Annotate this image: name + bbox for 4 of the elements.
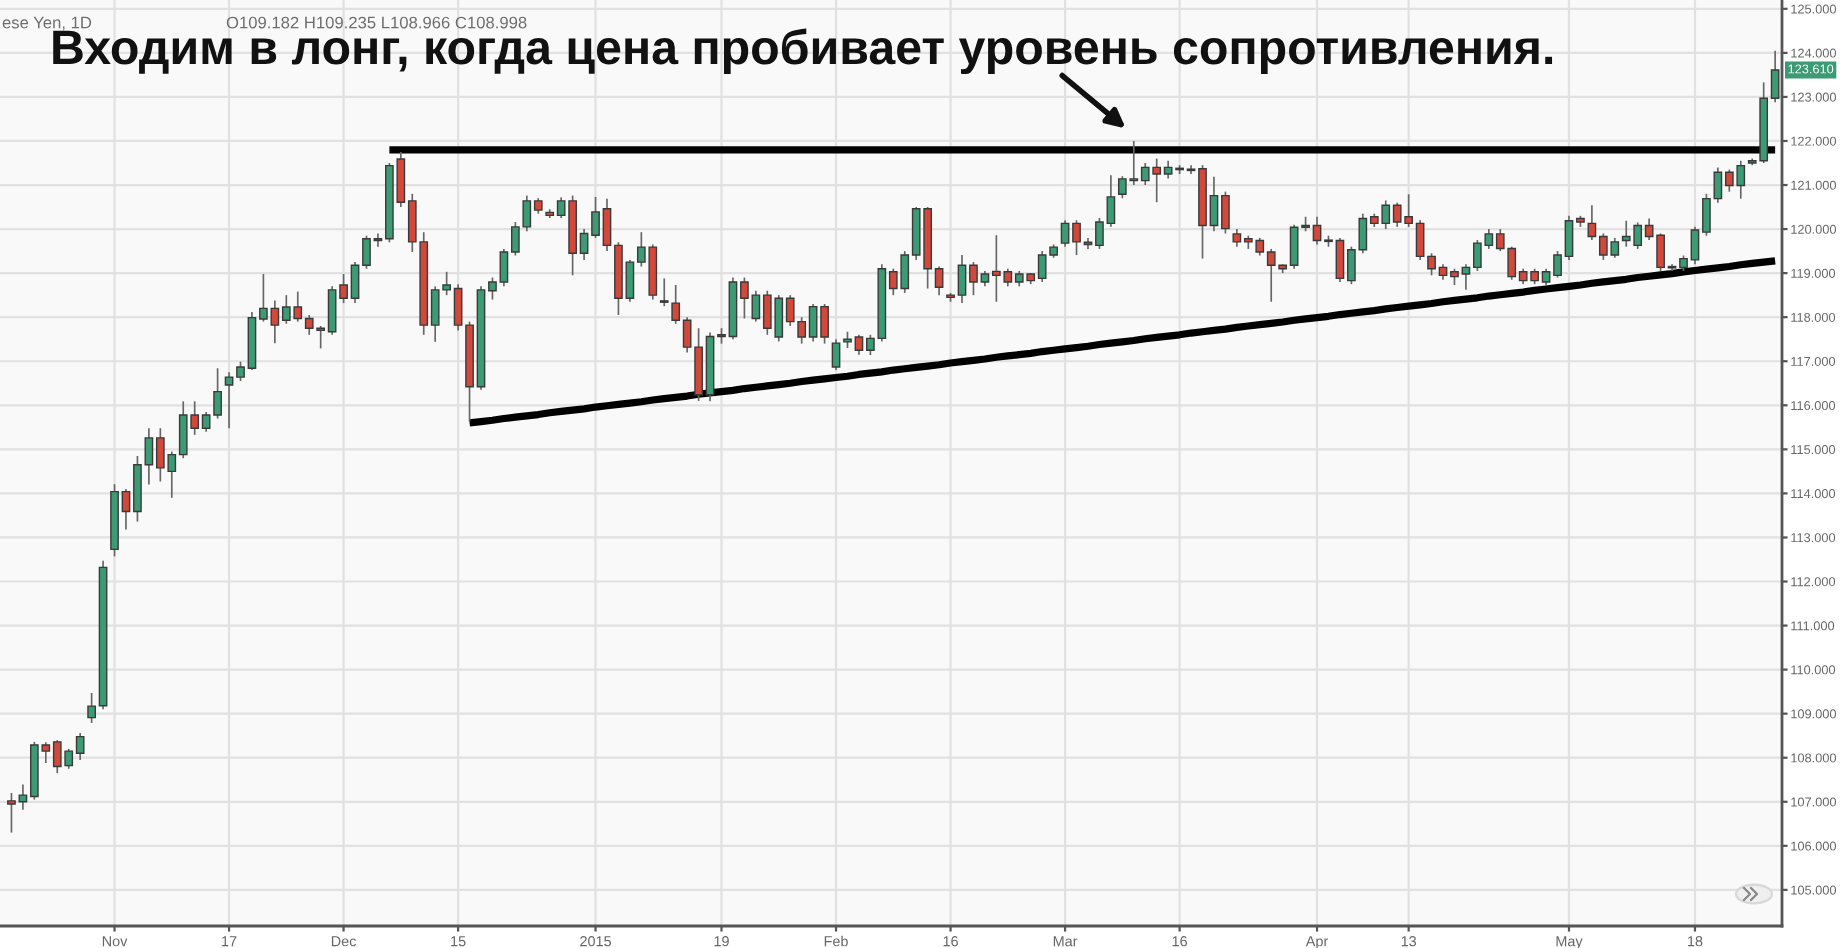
text: Входим в лонг, когда цена пробивает уровень сопротивления. bbox=[53, 28, 1553, 75]
line-series bbox=[465, 257, 1779, 427]
annotation: ese Yen, 1D bbox=[2, 16, 92, 31]
annotation: O109.182 H109.235 L108.966 C108.998 bbox=[226, 16, 527, 29]
